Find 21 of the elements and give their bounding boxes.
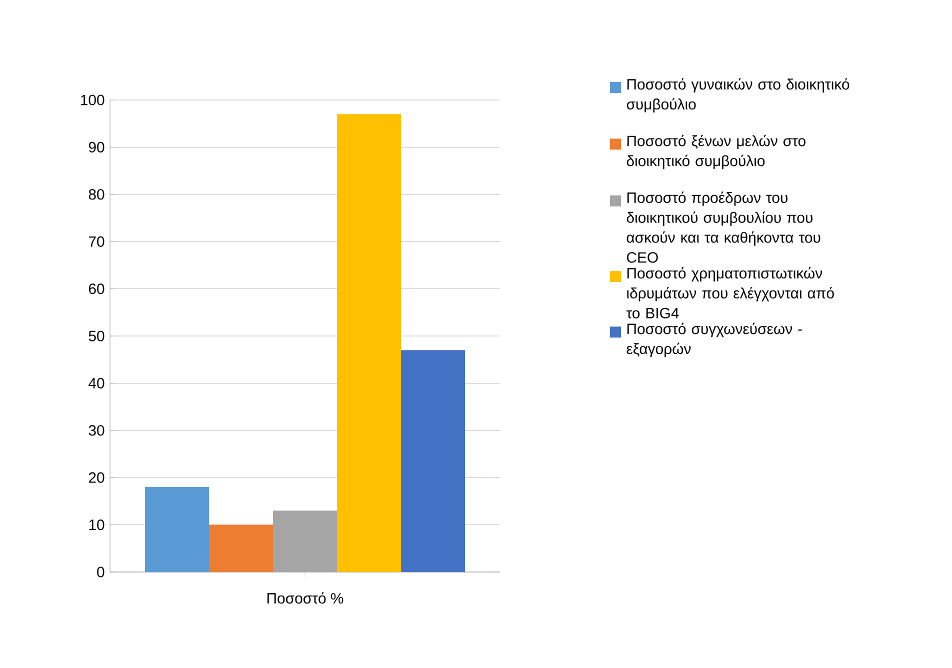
- y-tick-label: 40: [88, 378, 104, 388]
- y-tick-label: 20: [88, 472, 104, 483]
- bar: [209, 524, 274, 572]
- bar: [337, 114, 402, 572]
- y-tick-label: 100: [81, 94, 104, 106]
- legend-label: Ποσοστό χρηματοπιστωτικών ιδρυμάτων που ελέγχονται από το BIG4: [626, 267, 834, 318]
- y-tick-label: 70: [88, 236, 104, 247]
- legend-label: Ποσοστό προέδρων του διοικητικού συμβουλίου που ασκούν και τα καθήκοντα του CEO: [626, 192, 820, 263]
- y-tick-label: 0: [97, 566, 104, 578]
- y-tick-label: 60: [88, 284, 104, 294]
- bar: [145, 487, 209, 572]
- y-tick-label: 10: [89, 520, 104, 530]
- y-tick-label: 80: [88, 189, 104, 200]
- y-tick-label: 30: [88, 425, 104, 436]
- legend-label: Ποσοστό συγχωνεύσεων - εξαγορών: [626, 322, 802, 358]
- legend-label: Ποσοστό ξένων μελών στο διοικητικό συμβούλιο: [626, 134, 806, 170]
- x-tick-label: Ποσοστό %: [267, 592, 344, 604]
- legend-label: Ποσοστό γυναικών στο διοικητικό συμβούλιο: [626, 78, 850, 112]
- bar: [401, 350, 466, 572]
- y-tick-label: 50: [88, 330, 104, 342]
- y-tick-label: 90: [88, 142, 104, 152]
